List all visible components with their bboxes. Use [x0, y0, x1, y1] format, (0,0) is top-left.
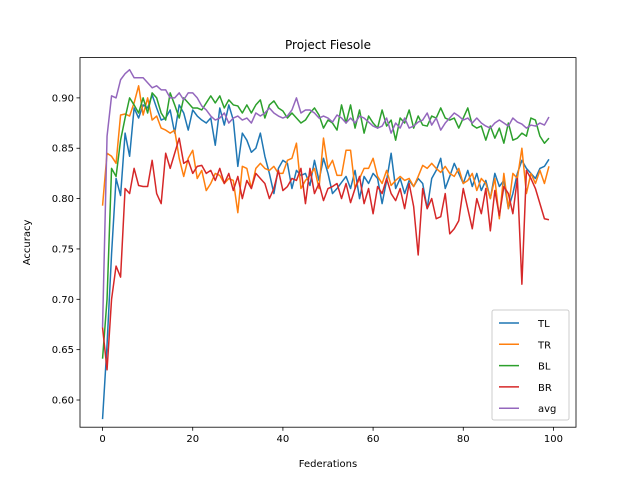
y-axis-ticks: 0.60 0.65 0.70 0.75 0.80 0.85 0.90 [52, 93, 80, 407]
series-line-BL [101, 92, 550, 359]
legend-box [491, 309, 570, 421]
series-lines [101, 68, 550, 420]
x-axis-label: Federations [299, 459, 357, 470]
legend-label-BL: BL [538, 362, 551, 373]
x-axis-ticks: 0 20 40 60 80 100 [99, 427, 563, 445]
chart-title: Project Fiesole [285, 38, 371, 52]
legend-label-BR: BR [538, 383, 552, 394]
series-line-avg [101, 68, 550, 328]
x-tick-label: 100 [544, 434, 563, 445]
legend-label-avg: avg [538, 404, 556, 415]
y-tick-label: 0.85 [52, 144, 74, 155]
y-tick-label: 0.60 [52, 396, 74, 407]
axes-frame [79, 57, 577, 428]
x-tick-label: 80 [457, 434, 470, 445]
y-tick-label: 0.90 [52, 93, 74, 104]
legend: TL TR BL BR avg [491, 309, 570, 421]
y-tick-label: 0.70 [52, 295, 74, 306]
y-axis-label: Accuracy [22, 219, 33, 265]
x-tick-label: 60 [367, 434, 380, 445]
x-tick-label: 0 [99, 434, 105, 445]
legend-label-TL: TL [537, 319, 550, 330]
x-tick-label: 20 [186, 434, 199, 445]
legend-label-TR: TR [537, 340, 551, 351]
y-tick-label: 0.75 [52, 244, 74, 255]
x-tick-label: 40 [277, 434, 290, 445]
y-tick-label: 0.80 [52, 194, 74, 205]
series-line-BR [101, 137, 550, 371]
y-tick-label: 0.65 [52, 345, 74, 356]
